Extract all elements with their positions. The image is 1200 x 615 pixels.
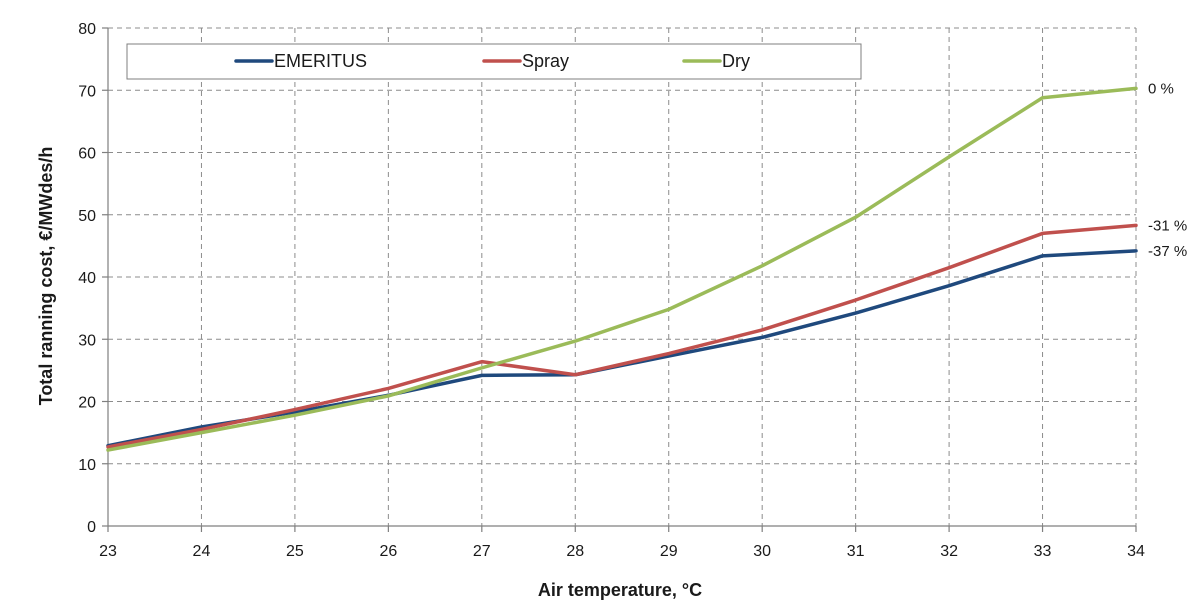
x-tick-label: 23 bbox=[99, 543, 117, 560]
y-tick-label: 50 bbox=[78, 208, 96, 225]
annotations: 0 % -31 % -37 % bbox=[1148, 80, 1187, 259]
y-tick-label: 70 bbox=[78, 83, 96, 100]
y-axis-title: Total ranning cost, €/MWdes/h bbox=[36, 147, 56, 406]
x-tick-label: 27 bbox=[473, 543, 491, 560]
legend: EMERITUS Spray Dry bbox=[126, 43, 862, 80]
x-tick-label: 25 bbox=[286, 543, 304, 560]
y-tick-label: 0 bbox=[87, 519, 96, 536]
y-tick-label: 20 bbox=[78, 395, 96, 412]
x-tick-label: 33 bbox=[1034, 543, 1052, 560]
x-axis-title: Air temperature, °C bbox=[538, 580, 702, 600]
y-tick-label: 10 bbox=[78, 457, 96, 474]
x-tick-label: 26 bbox=[379, 543, 397, 560]
annotation-label: -37 % bbox=[1148, 243, 1187, 260]
series-line-dry bbox=[106, 86, 1138, 452]
legend-label-spray: Spray bbox=[522, 51, 569, 71]
x-tick-label: 32 bbox=[940, 543, 958, 560]
series-line-spray bbox=[106, 223, 1138, 449]
series-lines bbox=[106, 86, 1138, 452]
y-tick-label: 30 bbox=[78, 332, 96, 349]
annotation-label: 0 % bbox=[1148, 80, 1174, 97]
x-tick-label: 24 bbox=[193, 543, 211, 560]
grid bbox=[108, 27, 1137, 526]
y-tick-label: 80 bbox=[78, 21, 96, 38]
y-tick-label: 60 bbox=[78, 146, 96, 163]
legend-label-dry: Dry bbox=[722, 51, 750, 71]
x-tick-label: 30 bbox=[753, 543, 771, 560]
x-tick-label: 28 bbox=[566, 543, 584, 560]
annotation-label: -31 % bbox=[1148, 217, 1187, 234]
y-tick-label: 40 bbox=[78, 270, 96, 287]
x-tick-label: 34 bbox=[1127, 543, 1145, 560]
x-tick-label: 31 bbox=[847, 543, 865, 560]
axes: 0 10 20 30 40 50 60 70 80 23 24 25 26 27 28 29 30 31 32 33 3… bbox=[78, 21, 1145, 560]
legend-label-emeritus: EMERITUS bbox=[274, 51, 367, 71]
x-tick-label: 29 bbox=[660, 543, 678, 560]
